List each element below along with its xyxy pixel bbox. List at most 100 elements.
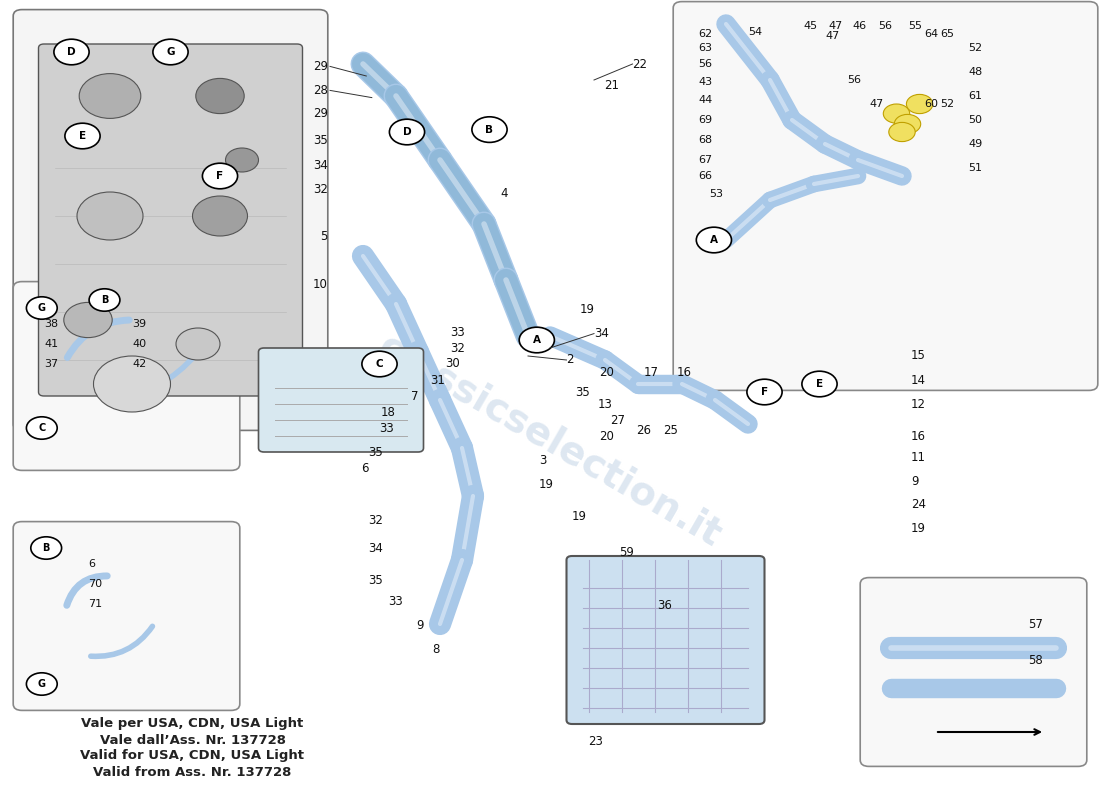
Text: 4: 4 <box>500 187 508 200</box>
Text: 56: 56 <box>878 22 892 31</box>
FancyBboxPatch shape <box>258 348 424 452</box>
Text: 20: 20 <box>600 366 615 378</box>
Text: 58: 58 <box>1028 654 1043 666</box>
Text: 38: 38 <box>44 319 58 329</box>
Text: 54: 54 <box>748 27 762 37</box>
Text: 70: 70 <box>88 579 102 589</box>
Circle shape <box>472 117 507 142</box>
Text: B: B <box>101 295 108 305</box>
Text: 29: 29 <box>312 60 328 73</box>
Text: 33: 33 <box>388 595 403 608</box>
Text: 23: 23 <box>588 735 604 748</box>
Text: 2: 2 <box>566 354 574 366</box>
Text: 6: 6 <box>88 559 95 569</box>
Text: E: E <box>79 131 86 141</box>
Circle shape <box>906 94 933 114</box>
Circle shape <box>894 114 921 134</box>
Text: 63: 63 <box>698 43 713 53</box>
Text: 40: 40 <box>132 339 146 349</box>
Text: 65: 65 <box>940 30 955 39</box>
Text: 56: 56 <box>847 75 861 85</box>
Text: 35: 35 <box>575 386 590 398</box>
Text: 46: 46 <box>852 22 867 31</box>
Text: 34: 34 <box>312 159 328 172</box>
Text: B: B <box>43 543 50 553</box>
Text: 35: 35 <box>314 134 328 146</box>
FancyBboxPatch shape <box>13 282 240 470</box>
Text: 44: 44 <box>698 95 713 105</box>
Text: classicselection.it: classicselection.it <box>372 326 728 554</box>
Circle shape <box>389 119 425 145</box>
Circle shape <box>226 148 258 172</box>
Text: 14: 14 <box>911 374 926 386</box>
Text: 5: 5 <box>320 230 328 242</box>
Text: 16: 16 <box>676 366 692 378</box>
Text: 9: 9 <box>911 475 918 488</box>
Text: F: F <box>217 171 223 181</box>
Text: 13: 13 <box>597 398 613 410</box>
Text: 68: 68 <box>698 135 713 145</box>
FancyBboxPatch shape <box>566 556 764 724</box>
Text: E: E <box>816 379 823 389</box>
Circle shape <box>202 163 238 189</box>
Text: 62: 62 <box>698 29 713 38</box>
Text: 26: 26 <box>636 424 651 437</box>
Text: 71: 71 <box>88 599 102 609</box>
Circle shape <box>77 192 143 240</box>
Circle shape <box>696 227 732 253</box>
Text: 6: 6 <box>361 462 368 474</box>
Text: 64: 64 <box>924 30 938 39</box>
Circle shape <box>362 351 397 377</box>
Text: 20: 20 <box>600 430 615 442</box>
Text: B: B <box>485 125 494 134</box>
Text: 56: 56 <box>698 59 713 69</box>
Text: 7: 7 <box>410 390 418 402</box>
Text: 19: 19 <box>911 522 926 534</box>
Text: 59: 59 <box>619 546 635 558</box>
Text: 29: 29 <box>312 107 328 120</box>
Text: C: C <box>39 423 45 433</box>
Text: 19: 19 <box>572 510 587 522</box>
Text: 22: 22 <box>632 58 648 70</box>
Text: 24: 24 <box>911 498 926 510</box>
Circle shape <box>889 122 915 142</box>
Circle shape <box>802 371 837 397</box>
Text: 21: 21 <box>604 79 619 92</box>
Text: Valid from Ass. Nr. 137728: Valid from Ass. Nr. 137728 <box>94 766 292 778</box>
Text: 55: 55 <box>909 22 923 31</box>
Text: 48: 48 <box>968 67 982 77</box>
Circle shape <box>64 302 112 338</box>
Text: Vale per USA, CDN, USA Light: Vale per USA, CDN, USA Light <box>81 718 304 730</box>
Text: 3: 3 <box>539 454 547 466</box>
Text: 34: 34 <box>367 542 383 554</box>
Text: C: C <box>376 359 383 369</box>
Circle shape <box>26 673 57 695</box>
Text: 53: 53 <box>710 190 724 199</box>
Circle shape <box>196 78 244 114</box>
Text: 10: 10 <box>312 278 328 290</box>
Circle shape <box>26 417 57 439</box>
Circle shape <box>79 74 141 118</box>
Text: 39: 39 <box>132 319 146 329</box>
Circle shape <box>26 297 57 319</box>
Text: 45: 45 <box>803 22 817 31</box>
Circle shape <box>89 289 120 311</box>
Text: 30: 30 <box>446 358 460 370</box>
Text: Valid for USA, CDN, USA Light: Valid for USA, CDN, USA Light <box>80 750 305 762</box>
Text: 36: 36 <box>657 599 672 612</box>
Text: 60: 60 <box>924 99 938 109</box>
Text: G: G <box>166 47 175 57</box>
Text: 69: 69 <box>698 115 713 125</box>
Circle shape <box>192 196 248 236</box>
Text: 43: 43 <box>698 77 713 86</box>
Text: 8: 8 <box>432 643 440 656</box>
Text: 35: 35 <box>368 574 383 586</box>
Text: 27: 27 <box>610 414 626 426</box>
Text: Vale dall’Ass. Nr. 137728: Vale dall’Ass. Nr. 137728 <box>99 734 286 746</box>
Text: 67: 67 <box>698 155 713 165</box>
Text: 52: 52 <box>968 43 982 53</box>
Circle shape <box>54 39 89 65</box>
Text: A: A <box>532 335 541 345</box>
Text: 19: 19 <box>539 478 554 490</box>
Text: 50: 50 <box>968 115 982 125</box>
